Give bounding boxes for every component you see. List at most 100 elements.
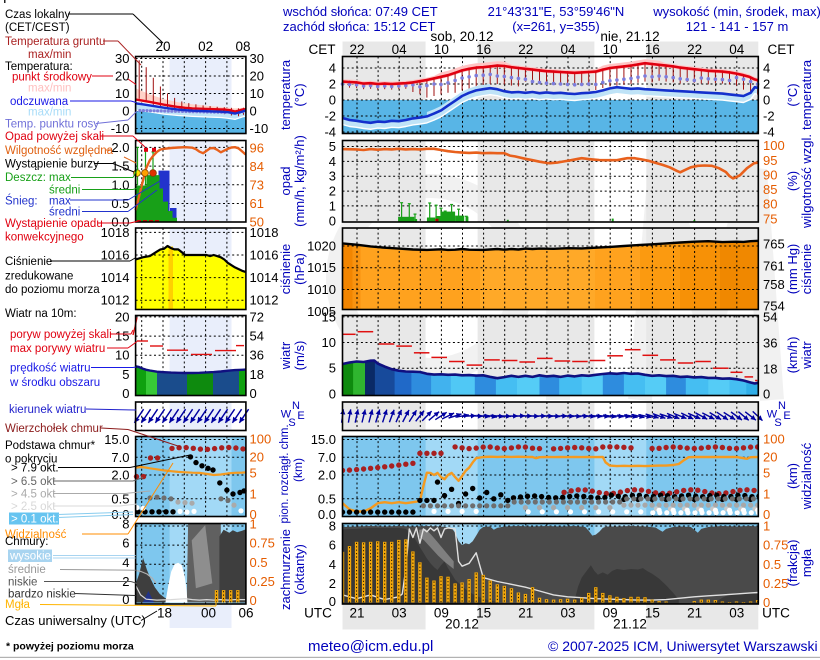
svg-text:15: 15	[115, 329, 129, 344]
svg-text:zachmurzenie: zachmurzenie	[278, 529, 293, 610]
svg-text:1014: 1014	[250, 270, 279, 285]
svg-text:761: 761	[763, 259, 785, 274]
svg-text:36: 36	[250, 348, 264, 363]
svg-text:2: 2	[763, 77, 770, 92]
svg-text:0.5: 0.5	[111, 196, 129, 211]
svg-text:0.0: 0.0	[318, 507, 336, 522]
svg-text:09: 09	[434, 606, 449, 621]
svg-text:1: 1	[250, 517, 257, 532]
svg-text:W: W	[767, 409, 778, 421]
svg-text:UTC: UTC	[304, 606, 332, 621]
svg-text:(%): (%)	[785, 171, 800, 191]
svg-text:-2: -2	[763, 109, 775, 124]
svg-text:0: 0	[763, 93, 770, 108]
svg-text:wysokość (min, środek, max): wysokość (min, środek, max)	[652, 4, 820, 19]
svg-text:7.0: 7.0	[318, 450, 336, 465]
svg-text:0.75: 0.75	[763, 538, 788, 553]
svg-text:0: 0	[329, 594, 336, 609]
svg-text:04: 04	[729, 42, 745, 57]
svg-text:84: 84	[250, 159, 264, 174]
svg-text:4: 4	[122, 555, 129, 570]
svg-text:22: 22	[349, 42, 364, 57]
svg-text:0: 0	[763, 387, 770, 402]
svg-text:0: 0	[250, 104, 257, 119]
svg-text:max porywy wiatru: max porywy wiatru	[10, 343, 105, 355]
svg-text:Wierzchołek chmur: Wierzchołek chmur	[5, 423, 103, 435]
svg-text:o pokryciu: o pokryciu	[5, 454, 57, 466]
svg-text:max: max	[49, 172, 71, 184]
svg-text:UTC: UTC	[762, 606, 790, 621]
svg-text:S: S	[288, 417, 295, 429]
svg-text:CET: CET	[768, 42, 795, 57]
svg-text:(mm Hg): (mm Hg)	[785, 244, 800, 295]
svg-text:2.0: 2.0	[318, 468, 336, 483]
svg-text:Deszcz:: Deszcz:	[5, 172, 46, 184]
svg-text:(°C): (°C)	[785, 83, 800, 106]
svg-text:(hPa): (hPa)	[292, 253, 307, 285]
svg-text:18: 18	[157, 606, 172, 621]
svg-text:1005: 1005	[307, 304, 336, 319]
svg-text:20: 20	[763, 450, 777, 465]
svg-text:754: 754	[763, 299, 785, 314]
svg-text:100: 100	[250, 432, 272, 447]
svg-text:0: 0	[250, 386, 257, 401]
svg-text:03: 03	[560, 606, 575, 621]
svg-text:0: 0	[329, 386, 336, 401]
svg-text:20: 20	[115, 309, 129, 324]
svg-text:15: 15	[476, 606, 491, 621]
svg-text:758: 758	[763, 277, 785, 292]
svg-text:4: 4	[329, 557, 336, 572]
svg-text:ciśnienie: ciśnienie	[799, 244, 814, 295]
svg-text:10: 10	[115, 348, 129, 363]
svg-text:S: S	[774, 417, 781, 429]
svg-text:21°43'31"E, 53°59'46"N: 21°43'31"E, 53°59'46"N	[488, 4, 625, 19]
svg-text:* powyżej poziomu morza: * powyżej poziomu morza	[6, 641, 134, 653]
svg-text:punkt środkowy: punkt środkowy	[12, 72, 92, 84]
svg-text:04: 04	[392, 42, 408, 57]
svg-text:15.0: 15.0	[104, 432, 129, 447]
svg-text:0: 0	[329, 213, 336, 228]
svg-text:1: 1	[250, 486, 257, 501]
svg-text:-10: -10	[111, 121, 130, 136]
svg-text:1018: 1018	[101, 225, 130, 240]
svg-text:do poziomu morza: do poziomu morza	[5, 284, 100, 296]
svg-text:121 - 141 - 157 m: 121 - 141 - 157 m	[686, 19, 789, 34]
svg-text:nie, 21.12: nie, 21.12	[600, 29, 659, 44]
svg-text:02: 02	[198, 39, 213, 54]
svg-text:0.5: 0.5	[318, 491, 336, 506]
svg-text:0.5: 0.5	[111, 491, 129, 506]
svg-text:16: 16	[476, 42, 491, 57]
svg-text:W: W	[281, 409, 292, 421]
svg-text:90: 90	[763, 167, 777, 182]
svg-text:Widzialność: Widzialność	[5, 529, 67, 541]
svg-text:mgła: mgła	[799, 548, 814, 577]
svg-text:wysokie: wysokie	[9, 551, 51, 563]
svg-text:0.75: 0.75	[250, 536, 275, 551]
svg-text:21.12: 21.12	[613, 617, 647, 632]
svg-text:temperatura: temperatura	[278, 59, 293, 130]
svg-text:Śnieg:: Śnieg:	[5, 195, 38, 208]
svg-text:0: 0	[329, 93, 336, 108]
svg-text:22: 22	[687, 42, 702, 57]
svg-text:prędkość wiatru: prędkość wiatru	[10, 363, 91, 375]
svg-text:2: 2	[329, 77, 336, 92]
svg-text:6: 6	[122, 536, 129, 551]
svg-text:wiatr: wiatr	[799, 341, 814, 370]
svg-text:(frakcja): (frakcja)	[785, 540, 800, 587]
svg-text:95: 95	[763, 153, 777, 168]
svg-text:15.0: 15.0	[311, 432, 336, 447]
svg-text:30: 30	[115, 51, 129, 66]
svg-text:Czas lokalny: Czas lokalny	[5, 9, 70, 21]
svg-text:0.25: 0.25	[250, 574, 275, 589]
svg-text:18: 18	[250, 367, 264, 382]
svg-text:85: 85	[763, 182, 777, 197]
svg-text:0: 0	[122, 386, 129, 401]
svg-text:1010: 1010	[307, 282, 336, 297]
svg-text:2: 2	[329, 184, 336, 199]
svg-text:20: 20	[250, 450, 264, 465]
svg-text:(mm/h, kg/m²/h): (mm/h, kg/m²/h)	[292, 135, 307, 227]
svg-text:Wystąpienie burzy: Wystąpienie burzy	[5, 159, 99, 171]
svg-text:Ciśnienie: Ciśnienie	[5, 256, 52, 268]
svg-text:21: 21	[518, 606, 533, 621]
svg-text:-4: -4	[324, 125, 336, 140]
